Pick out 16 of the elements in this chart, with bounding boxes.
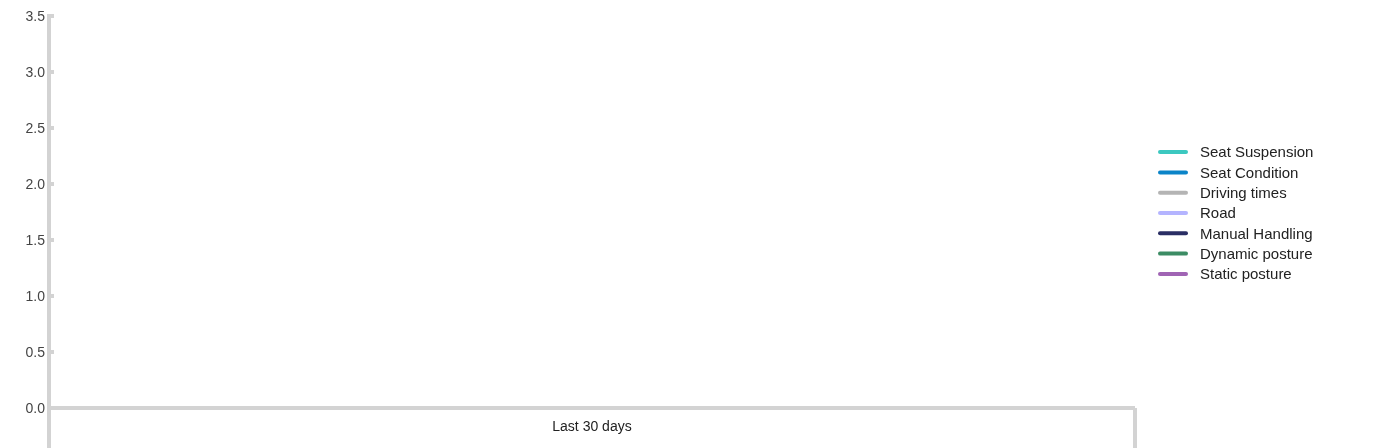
y-tick-label: 1.5 <box>25 231 46 248</box>
legend-label: Manual Handling <box>1200 224 1313 242</box>
y-tick-label: 0.0 <box>25 399 46 416</box>
legend-label: Static posture <box>1200 265 1292 283</box>
y-tick-label: 1.0 <box>25 287 46 304</box>
y-tick-label: 0.5 <box>25 343 46 360</box>
y-tick-label: 2.0 <box>25 175 46 192</box>
y-tick-label: 3.5 <box>25 7 46 24</box>
legend-label: Seat Suspension <box>1200 143 1314 161</box>
legend-label: Seat Condition <box>1200 163 1299 181</box>
legend-label: Dynamic posture <box>1200 244 1313 262</box>
x-tick-label: Last 30 days <box>552 418 632 434</box>
legend-label: Driving times <box>1200 183 1287 201</box>
y-tick-label: 2.5 <box>25 119 46 136</box>
legend-label: Road <box>1200 204 1236 222</box>
y-tick-label: 3.0 <box>25 63 46 80</box>
